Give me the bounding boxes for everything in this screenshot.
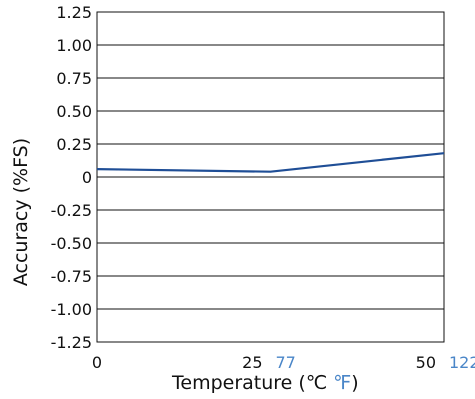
y-tick-label: 0.25 [56,135,92,154]
x-axis-unit-fahrenheit: ℉ [333,372,351,394]
y-tick-label: -0.75 [51,267,92,286]
x-axis-title-prefix: Temperature ( [171,372,306,394]
x-axis-unit-celsius: ℃ [306,372,327,394]
x-axis-title: Temperature (℃ ℉) [171,372,359,394]
y-tick-label: 0 [82,168,92,187]
series-line [96,152,445,173]
y-gridlines [97,44,444,310]
x-tick-label-fahrenheit: 77 [276,353,296,372]
y-tick-labels: 1.25 1.00 0.75 0.50 0.25 0 -0.25 -0.50 -0.75 -1.0… [51,3,92,352]
y-tick-label: -0.50 [51,234,92,253]
plot-frame [96,11,445,343]
y-tick-label: -1.00 [51,300,92,319]
y-axis-title: Accuracy (%FS) [10,138,32,286]
x-tick-label-celsius: 25 [242,353,262,372]
y-tick-label: 0.50 [56,102,92,121]
x-tick-labels: 0 25 50 77 122 [92,353,475,372]
x-axis-title-suffix: ) [351,372,358,394]
x-tick-label-celsius: 50 [416,353,436,372]
y-tick-label: -0.25 [51,201,92,220]
y-tick-label: 1.25 [56,3,92,22]
y-tick-label: -1.25 [51,333,92,352]
x-tick-label-celsius: 0 [92,353,102,372]
x-tick-label-fahrenheit: 122 [449,353,475,372]
y-tick-label: 1.00 [56,36,92,55]
y-tick-label: 0.75 [56,69,92,88]
